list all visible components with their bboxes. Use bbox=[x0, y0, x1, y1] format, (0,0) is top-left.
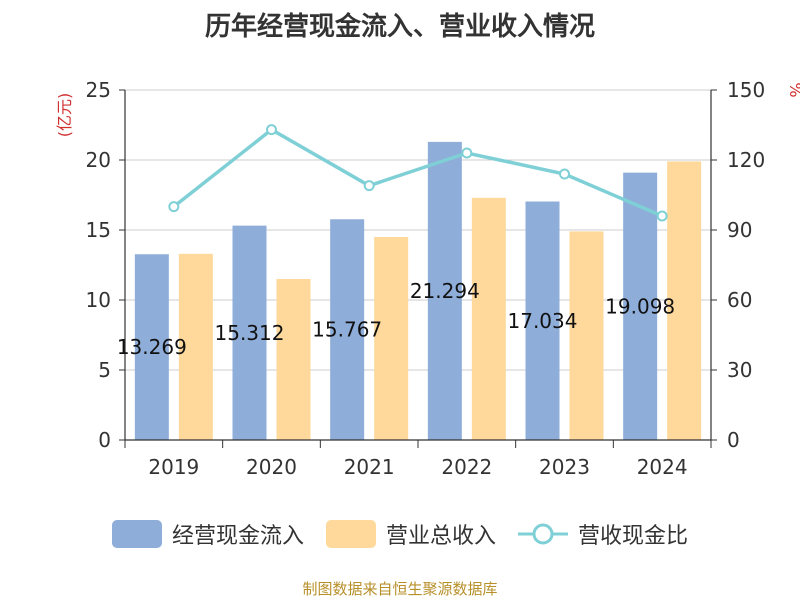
x-tick-label: 2024 bbox=[637, 455, 688, 479]
ratio-point bbox=[656, 210, 668, 222]
left-tick-label: 25 bbox=[86, 78, 111, 102]
bar-revenue bbox=[471, 197, 506, 440]
right-tick-label: 30 bbox=[727, 358, 752, 382]
legend-swatch-ratio bbox=[518, 523, 568, 545]
bar-revenue bbox=[178, 253, 213, 440]
legend-item-cash-inflow[interactable]: 经营现金流入 bbox=[111, 518, 304, 550]
ratio-point bbox=[559, 168, 570, 180]
bar-marks bbox=[134, 141, 702, 441]
data-label-cash-inflow: 15.312 bbox=[215, 321, 285, 345]
source-note: 制图数据来自恒生聚源数据库 bbox=[302, 580, 498, 598]
bar-cash-inflow bbox=[134, 254, 169, 440]
left-tick-label: 20 bbox=[86, 148, 111, 172]
axes: 0 5 10 15 20 25 0 30 60 90 120 150 2019 2020 2021 2022 2… bbox=[86, 78, 766, 479]
data-label-cash-inflow: 19.098 bbox=[605, 294, 675, 318]
left-axis-unit: (亿元) bbox=[55, 93, 74, 138]
x-tick-label: 2020 bbox=[246, 455, 297, 479]
ratio-point bbox=[363, 180, 375, 192]
left-tick-label: 10 bbox=[86, 288, 111, 312]
x-tick-label: 2022 bbox=[441, 455, 492, 479]
bar-cash-inflow bbox=[330, 219, 365, 440]
ratio-point bbox=[461, 147, 473, 159]
legend-swatch-cash-inflow bbox=[111, 520, 162, 548]
x-tick-label: 2021 bbox=[344, 455, 395, 479]
x-tick-label: 2019 bbox=[148, 455, 199, 479]
right-tick-label: 90 bbox=[727, 218, 752, 242]
legend-item-ratio[interactable]: 营收现金比 bbox=[518, 518, 688, 550]
right-tick-label: 150 bbox=[727, 78, 765, 102]
data-labels: 13.269 15.312 15.767 21.294 17.034 19.098 bbox=[117, 279, 675, 359]
legend-label-ratio: 营收现金比 bbox=[578, 524, 689, 549]
legend-label-revenue: 营业总收入 bbox=[385, 524, 496, 549]
chart-title: 历年经营现金流入、营业收入情况 bbox=[204, 12, 595, 42]
legend: 经营现金流入 营业总收入 营收现金比 bbox=[0, 516, 800, 552]
bar-cash-inflow bbox=[427, 141, 462, 440]
data-label-cash-inflow: 17.034 bbox=[508, 309, 578, 333]
right-tick-label: 60 bbox=[727, 288, 752, 312]
bar-cash-inflow bbox=[525, 201, 560, 440]
data-label-cash-inflow: 13.269 bbox=[117, 335, 187, 359]
bar-revenue bbox=[374, 237, 409, 440]
x-tick-label: 2023 bbox=[539, 455, 590, 479]
data-label-cash-inflow: 21.294 bbox=[410, 279, 480, 303]
bar-revenue bbox=[276, 279, 311, 440]
bar-revenue bbox=[569, 231, 604, 440]
legend-swatch-revenue bbox=[325, 520, 376, 548]
right-tick-label: 0 bbox=[727, 428, 740, 452]
bar-cash-inflow bbox=[232, 225, 267, 440]
right-axis-unit: % bbox=[786, 82, 800, 97]
left-tick-label: 5 bbox=[98, 358, 111, 382]
ratio-line-path bbox=[172, 127, 663, 218]
legend-label-cash-inflow: 经营现金流入 bbox=[171, 524, 304, 549]
ratio-line bbox=[168, 124, 668, 222]
bar-cash-inflow bbox=[623, 172, 658, 441]
left-tick-label: 15 bbox=[86, 218, 111, 242]
grid-lines bbox=[125, 89, 711, 371]
ratio-point bbox=[168, 201, 180, 213]
legend-item-revenue[interactable]: 营业总收入 bbox=[325, 518, 496, 550]
left-tick-label: 0 bbox=[98, 428, 111, 452]
right-tick-label: 120 bbox=[727, 148, 765, 172]
ratio-point bbox=[266, 124, 277, 136]
data-label-cash-inflow: 15.767 bbox=[312, 318, 382, 342]
bar-revenue bbox=[667, 161, 702, 440]
